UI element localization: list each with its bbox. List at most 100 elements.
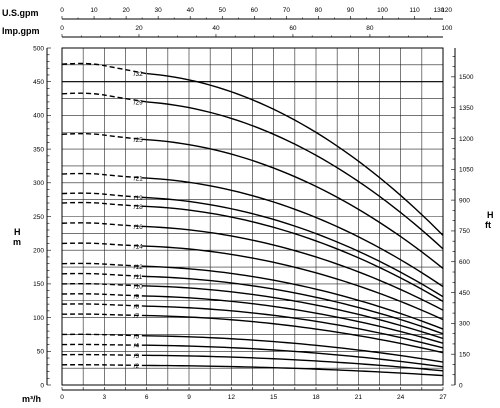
curve-dashed — [61, 172, 147, 179]
curve-label: /3 — [134, 353, 140, 360]
usgpm-tick-label: 110 — [409, 7, 420, 14]
curve-label: /19 — [134, 195, 143, 202]
curve-label: /9 — [134, 294, 140, 301]
curve-solid — [146, 101, 444, 250]
usgpm-tick-label: 10 — [90, 7, 98, 14]
curve-solid — [146, 305, 444, 349]
usgpm-tick-label: 40 — [187, 7, 195, 14]
plot-area: 0501001502002503003504004505000150300450… — [33, 45, 474, 401]
curve-solid — [146, 177, 444, 288]
curve-dashed — [61, 272, 147, 278]
curve-label: /21 — [134, 176, 143, 183]
right-tick-label: 0 — [459, 382, 463, 389]
curve-solid — [146, 364, 444, 377]
right-tick-label: 1350 — [459, 105, 474, 112]
usgpm-tick-label: 120 — [441, 7, 452, 14]
curve-solid — [146, 245, 444, 321]
right-tick-label: 600 — [459, 259, 470, 266]
x-tick-label: 9 — [187, 394, 191, 401]
plot-frame — [61, 47, 444, 386]
curve-label: /18 — [134, 204, 143, 211]
right-tick-label: 750 — [459, 228, 470, 235]
right-tick-label: 900 — [459, 197, 470, 204]
top-flow-axes: U.S.gpm Imp.gpm 0 10 20 30 40 50 60 70 80 90 100 11… — [2, 7, 453, 38]
curve-label: /7 — [134, 313, 140, 320]
curve-dashed — [61, 132, 147, 141]
impgpm-tick-label: 100 — [441, 25, 452, 32]
usgpm-tick-label: 20 — [122, 7, 130, 14]
curve-label: /5 — [134, 333, 140, 340]
y-tick-label: 200 — [33, 248, 44, 255]
curve-label: /14 — [134, 244, 143, 251]
curve-solid — [146, 205, 444, 303]
impgpm-tick-label: 60 — [289, 25, 297, 32]
right-axis-title-h: H — [487, 210, 494, 220]
usgpm-axis-title: U.S.gpm — [2, 8, 39, 18]
curve-label: /25 — [134, 137, 143, 144]
curve-dashed — [61, 364, 147, 367]
y-tick-label: 500 — [33, 45, 44, 52]
curve-dashed — [61, 303, 147, 307]
y-tick-label: 250 — [33, 214, 44, 221]
y-tick-label: 450 — [33, 79, 44, 86]
curve-dashed — [61, 313, 147, 317]
curve-solid — [146, 344, 444, 368]
usgpm-tick-label: 30 — [155, 7, 163, 14]
curve-dashed — [61, 242, 147, 247]
curve-dashed — [61, 92, 147, 103]
x-tick-label: 21 — [355, 394, 363, 401]
x-tick-label: 3 — [103, 394, 107, 401]
curve-label: /2 — [134, 363, 140, 370]
usgpm-tick-label: 50 — [219, 7, 227, 14]
right-tick-label: 1500 — [459, 74, 474, 81]
left-axis-title-m: m — [13, 237, 21, 247]
x-axis-title: m³/h — [22, 394, 41, 404]
x-tick-label: 12 — [228, 394, 236, 401]
impgpm-tick-label: 0 — [60, 25, 64, 32]
x-tick-label: 15 — [270, 394, 278, 401]
curve-solid — [146, 354, 444, 372]
curve-label: /12 — [134, 264, 143, 271]
impgpm-tick-label: 40 — [212, 25, 220, 32]
curve-dashed — [61, 333, 147, 337]
y-tick-label: 300 — [33, 180, 44, 187]
curve-label: /8 — [134, 304, 140, 311]
usgpm-end-label: 130 — [434, 7, 445, 14]
curve-dashed — [61, 192, 147, 199]
right-tick-label: 1200 — [459, 136, 474, 143]
curve-dashed — [61, 222, 147, 228]
right-tick-label: 450 — [459, 290, 470, 297]
curve-solid — [146, 295, 444, 344]
curve-dashed — [61, 201, 147, 208]
right-tick-label: 150 — [459, 351, 470, 358]
impgpm-tick-label: 20 — [135, 25, 143, 32]
x-tick-label: 6 — [145, 394, 149, 401]
right-tick-label: 300 — [459, 321, 470, 328]
right-axis-title-ft: ft — [485, 220, 491, 230]
curve-dashed — [61, 353, 147, 357]
x-tick-label: 18 — [312, 394, 320, 401]
y-tick-label: 0 — [40, 382, 44, 389]
impgpm-axis-title: Imp.gpm — [2, 26, 40, 36]
y-tick-label: 400 — [33, 113, 44, 120]
usgpm-tick-label: 60 — [251, 7, 259, 14]
curve-solid — [146, 196, 444, 298]
curve-solid — [146, 285, 444, 340]
impgpm-tick-label: 80 — [366, 25, 374, 32]
x-tick-label: 27 — [439, 394, 447, 401]
curve-label: /16 — [134, 224, 143, 231]
curve-solid — [146, 275, 444, 335]
curve-solid — [146, 314, 444, 354]
curve-solid — [146, 225, 444, 311]
y-tick-label: 50 — [37, 349, 45, 356]
x-tick-label: 24 — [397, 394, 405, 401]
curve-dashed — [61, 62, 147, 75]
y-tick-label: 100 — [33, 315, 44, 322]
curve-dashed — [61, 262, 147, 268]
usgpm-tick-label: 70 — [283, 7, 291, 14]
y-tick-label: 350 — [33, 146, 44, 153]
x-tick-label: 0 — [60, 394, 64, 401]
curve-dashed — [61, 282, 147, 287]
curve-label: /32 — [134, 71, 143, 78]
